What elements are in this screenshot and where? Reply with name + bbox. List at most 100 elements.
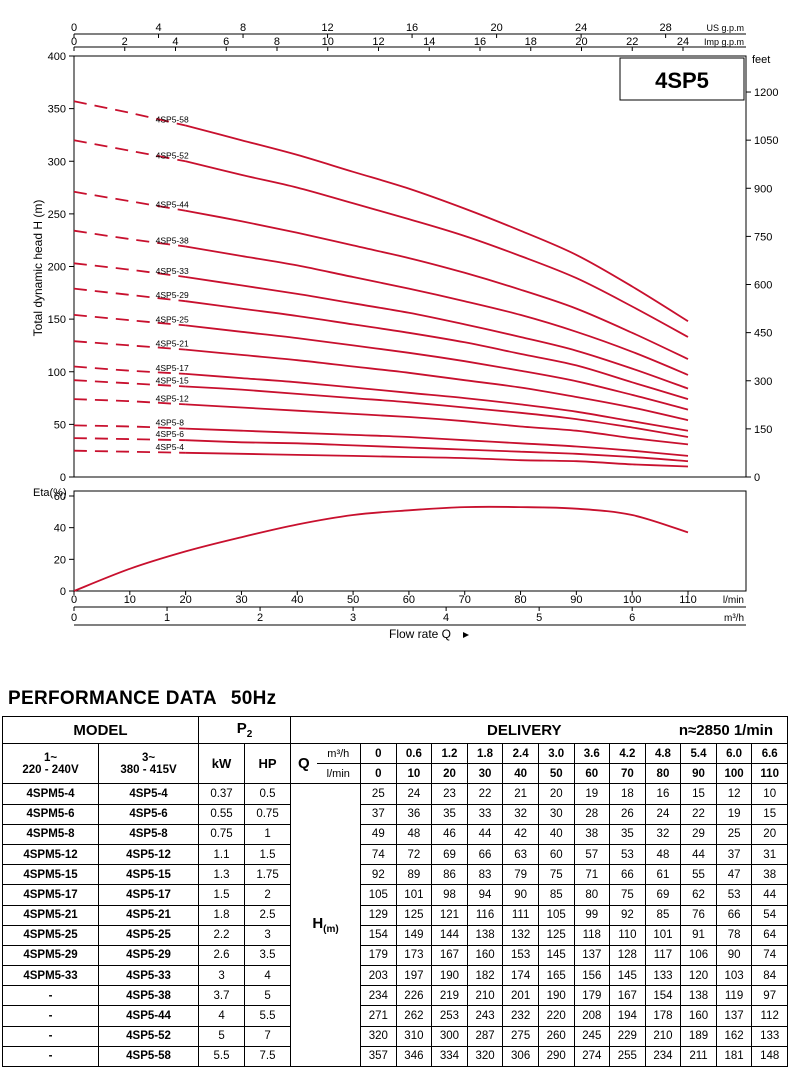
head-value: 160 <box>466 944 504 967</box>
curve-4sp5-29-dashed <box>73 287 186 303</box>
head-value: 203 <box>360 965 397 987</box>
lmin-tick-label: 70 <box>459 594 471 606</box>
power-hp: 3.5 <box>244 944 292 967</box>
three-phase-model: 4SP5-33 <box>97 965 200 987</box>
power-kw: 0.55 <box>198 803 246 825</box>
head-value: 44 <box>751 884 788 906</box>
y-tick-label: 0 <box>60 472 66 484</box>
power-hp: 1 <box>244 823 292 845</box>
head-value: 105 <box>537 904 575 926</box>
head-value: 290 <box>537 1045 575 1068</box>
head-value: 112 <box>751 1005 788 1027</box>
head-value: 119 <box>715 985 753 1007</box>
single-phase-header: 1~ 220 - 240V <box>2 742 99 785</box>
head-value: 111 <box>502 904 539 926</box>
q-m3h-value: 6.0 <box>715 742 753 765</box>
head-value: 178 <box>644 1005 682 1027</box>
power-kw: 5 <box>198 1025 246 1047</box>
curve-label-4sp5-38: 4SP5-38 <box>156 236 189 246</box>
power-hp: 7 <box>244 1025 292 1047</box>
eta-y-tick-label: 60 <box>54 491 66 503</box>
y-axis-title: Total dynamic head H (m) <box>31 200 45 337</box>
m3h-tick-label: 1 <box>164 612 170 624</box>
head-value: 75 <box>609 884 646 906</box>
head-value: 182 <box>466 965 504 987</box>
single-phase-model: - <box>2 1005 99 1027</box>
head-value: 89 <box>395 864 433 886</box>
curve-label-4sp5-21: 4SP5-21 <box>156 339 189 349</box>
head-value: 234 <box>644 1045 682 1068</box>
three-phase-model: 4SP5-25 <box>97 924 200 946</box>
q-lmin-value: 60 <box>573 763 611 785</box>
curve-4sp5-12-dashed <box>73 398 186 406</box>
head-label: H <box>312 915 324 933</box>
imp-gpm-tick-label: 18 <box>525 36 537 48</box>
imp-gpm-tick-label: 2 <box>122 36 128 48</box>
curve-4sp5-21-dashed <box>73 340 186 351</box>
three-phase-model: 4SP5-4 <box>97 783 200 805</box>
three-phase-model: 4SP5-29 <box>97 944 200 967</box>
head-value: 138 <box>466 924 504 946</box>
head-value: 80 <box>573 884 611 906</box>
single-phase-model: 4SPM5-25 <box>2 924 99 946</box>
q-lmin-value: 30 <box>466 763 504 785</box>
table-row: 4SPM5-12 4SP5-12 1.1 1.5 74 72 69 66 63 60 57 53 48 4… <box>2 843 788 866</box>
head-value: 66 <box>466 843 504 866</box>
lmin-tick-label: 90 <box>570 594 582 606</box>
performance-table: MODEL P2 DELIVERY n≈2850 1/min 1~ 220 - 24… <box>1 716 788 1068</box>
head-value: 69 <box>644 884 682 906</box>
head-value: 74 <box>360 843 397 866</box>
head-value: 125 <box>395 904 433 926</box>
head-value: 306 <box>502 1045 539 1068</box>
head-value: 154 <box>644 985 682 1007</box>
head-value: 320 <box>360 1025 397 1047</box>
head-unit: (m) <box>323 924 339 936</box>
head-value: 83 <box>466 864 504 886</box>
head-chart: 4SP5050100150200250300350400015030045060… <box>31 22 778 484</box>
curve-4sp5-58-dashed <box>73 100 186 127</box>
head-value: 103 <box>715 965 753 987</box>
head-value: 226 <box>395 985 433 1007</box>
curve-4sp5-52-dashed <box>73 139 186 163</box>
head-value: 153 <box>502 944 539 967</box>
power-hp: 0.75 <box>244 803 292 825</box>
head-value: 154 <box>360 924 397 946</box>
head-value: 211 <box>680 1045 717 1068</box>
table-row: -4SP5-38 3.7 5 234 226 219 210 201 190 179 167 154 1… <box>2 985 788 1007</box>
three-phase-header: 3~ 380 - 415V <box>97 742 200 785</box>
q-m3h-value: 1.8 <box>466 742 504 765</box>
y-right-tick-label: 600 <box>754 280 772 292</box>
power-hp: 3 <box>244 924 292 946</box>
head-value: 197 <box>395 965 433 987</box>
q-m3h-value: 4.2 <box>609 742 646 765</box>
curve-4sp5-4 <box>185 451 689 468</box>
head-value: 129 <box>360 904 397 926</box>
head-value: 165 <box>537 965 575 987</box>
head-value: 91 <box>680 924 717 946</box>
curve-4sp5-25 <box>185 324 689 411</box>
head-value: 25 <box>360 783 397 805</box>
q-m3h-value: 1.2 <box>431 742 468 765</box>
curve-label-4sp5-15: 4SP5-15 <box>156 375 189 385</box>
m3h-axis-title: m³/h <box>724 613 744 624</box>
lmin-tick-label: 100 <box>623 594 641 606</box>
single-phase-model: 4SPM5-15 <box>2 864 99 886</box>
q-m3h-value: 3.6 <box>573 742 611 765</box>
power-hp: 5.5 <box>244 1005 292 1027</box>
q-lmin-value: 20 <box>431 763 468 785</box>
single-phase-model: 4SPM5-29 <box>2 944 99 967</box>
head-value: 72 <box>395 843 433 866</box>
three-phase-model: 4SP5-6 <box>97 803 200 825</box>
head-value: 10 <box>751 783 788 805</box>
head-value: 28 <box>573 803 611 825</box>
head-value: 24 <box>644 803 682 825</box>
performance-title-text: PERFORMANCE DATA <box>8 688 217 709</box>
head-value: 98 <box>431 884 468 906</box>
table-row: 4SPM5-4 4SP5-4 0.37 0.5 H(m) 25 24 23 22 21 20 19 18… <box>2 783 788 1067</box>
head-value: 46 <box>431 823 468 845</box>
q-lmin-value: 100 <box>715 763 753 785</box>
head-value: 15 <box>680 783 717 805</box>
head-value: 69 <box>431 843 468 866</box>
head-value: 23 <box>431 783 468 805</box>
kw-header: kW <box>198 742 246 785</box>
